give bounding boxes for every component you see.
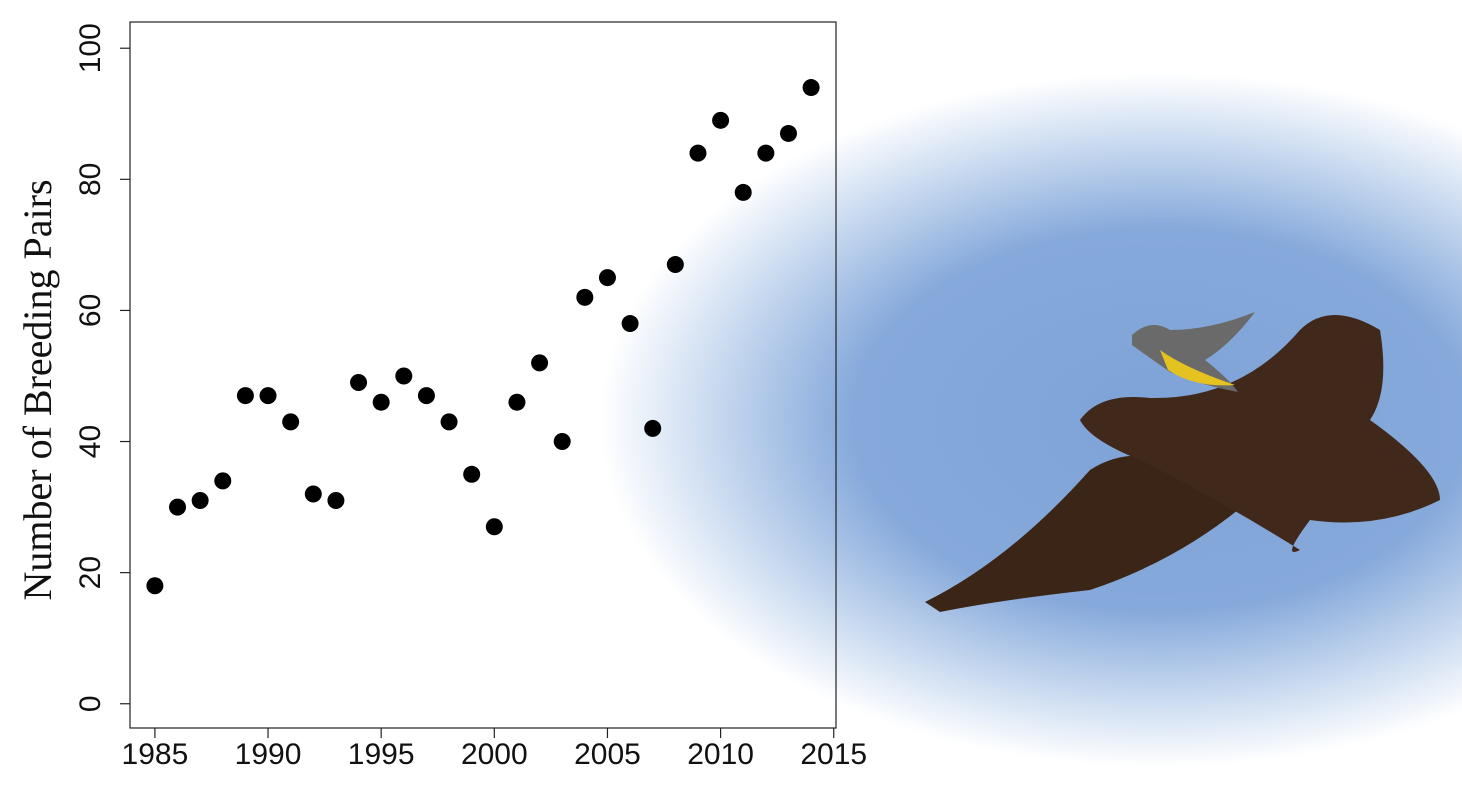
- data-point: [712, 111, 730, 129]
- x-tick-label: 2010: [687, 738, 754, 771]
- data-point: [372, 393, 390, 411]
- y-tick-label: 40: [74, 425, 107, 458]
- bird-illustration: [925, 312, 1440, 612]
- data-point: [259, 387, 277, 405]
- data-point: [689, 144, 707, 162]
- y-tick-label: 80: [74, 163, 107, 196]
- data-point: [666, 256, 684, 274]
- data-point: [282, 413, 300, 431]
- data-point: [191, 492, 209, 510]
- data-point: [644, 419, 662, 437]
- data-point: [598, 269, 616, 287]
- x-tick-label: 2005: [574, 738, 641, 771]
- x-tick-label: 1995: [348, 738, 415, 771]
- plot-frame: [129, 21, 837, 729]
- data-point: [531, 354, 549, 372]
- data-point: [485, 518, 503, 536]
- data-point: [214, 472, 232, 490]
- x-tick-label: 1985: [122, 738, 189, 771]
- data-point: [236, 387, 254, 405]
- data-point: [553, 433, 571, 451]
- x-tick-label: 1990: [235, 738, 302, 771]
- data-point: [304, 485, 322, 503]
- data-point: [350, 374, 368, 392]
- y-tick-label: 100: [74, 23, 107, 73]
- data-point: [417, 387, 435, 405]
- x-tick-label: 2015: [800, 738, 867, 771]
- y-tick-label: 60: [74, 294, 107, 327]
- y-axis-label: Number of Breeding Pairs: [15, 179, 60, 600]
- data-point: [734, 183, 752, 201]
- y-tick-label: 0: [74, 695, 107, 712]
- data-point: [779, 124, 797, 142]
- x-tick-label: 2000: [461, 738, 528, 771]
- data-point: [508, 393, 526, 411]
- data-point: [169, 498, 187, 516]
- data-point: [576, 288, 594, 306]
- data-point: [802, 79, 820, 97]
- data-point: [395, 367, 413, 385]
- data-point: [621, 315, 639, 333]
- data-point: [327, 492, 345, 510]
- data-point: [757, 144, 775, 162]
- y-tick-label: 20: [74, 556, 107, 589]
- data-point: [463, 465, 481, 483]
- data-point: [440, 413, 458, 431]
- data-point: [146, 577, 164, 595]
